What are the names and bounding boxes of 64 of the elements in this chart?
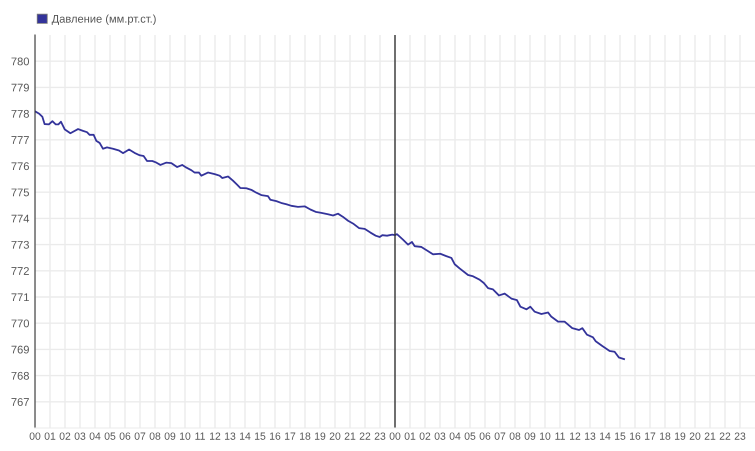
x-tick-label: 06 xyxy=(120,432,130,440)
x-tick-label: 21 xyxy=(344,432,356,440)
x-tick-label: 07 xyxy=(134,432,146,440)
x-tick-label: 18 xyxy=(300,432,310,440)
x-tick-label: 09 xyxy=(164,432,176,440)
x-tick-label: 22 xyxy=(720,432,730,440)
x-tick-label: 01 xyxy=(404,432,416,440)
x-tick-label: 20 xyxy=(330,432,340,440)
x-tick-label: 00 xyxy=(30,432,40,440)
y-tick-label: 770 xyxy=(11,319,30,328)
x-tick-label: 20 xyxy=(690,432,700,440)
legend-label: Давление (мм.рт.ст.) xyxy=(52,14,156,25)
y-tick-label: 769 xyxy=(11,346,29,354)
x-tick-label: 14 xyxy=(600,432,610,440)
x-tick-label: 12 xyxy=(570,432,580,440)
x-tick-label: 12 xyxy=(210,432,220,440)
y-tick-label: 772 xyxy=(11,267,29,275)
x-tick-label: 03 xyxy=(74,432,86,440)
x-tick-label: 08 xyxy=(150,432,160,440)
y-tick-label: 774 xyxy=(11,214,30,222)
x-tick-label: 11 xyxy=(195,432,205,440)
y-tick-label: 775 xyxy=(11,188,29,196)
x-tick-label: 02 xyxy=(420,432,430,440)
line-series xyxy=(35,110,625,360)
y-tick-label: 779 xyxy=(11,84,29,92)
y-tick-label: 778 xyxy=(11,110,29,118)
x-tick-label: 14 xyxy=(240,432,250,440)
x-tick-label: 13 xyxy=(585,432,596,440)
x-tick-label: 15 xyxy=(255,432,266,440)
y-tick-label: 777 xyxy=(11,136,29,144)
x-tick-label: 16 xyxy=(630,432,640,440)
x-tick-label: 00 xyxy=(390,432,400,440)
x-tick-label: 21 xyxy=(704,432,716,440)
x-tick-label: 02 xyxy=(60,432,70,440)
x-tick-label: 01 xyxy=(44,432,56,440)
x-tick-label: 10 xyxy=(540,432,550,440)
y-tick-label: 768 xyxy=(11,372,29,380)
x-tick-label: 08 xyxy=(510,432,520,440)
x-tick-label: 04 xyxy=(90,432,100,440)
x-tick-label: 19 xyxy=(675,432,686,440)
y-tick-label: 773 xyxy=(11,240,29,249)
x-tick-label: 11 xyxy=(555,432,565,440)
x-tick-label: 04 xyxy=(450,432,460,440)
x-tick-label: 06 xyxy=(480,432,490,440)
x-tick-label: 09 xyxy=(524,432,536,440)
x-tick-label: 03 xyxy=(434,432,446,440)
y-tick-label: 780 xyxy=(11,57,30,66)
x-tick-label: 19 xyxy=(315,432,326,440)
x-tick-label: 17 xyxy=(645,432,656,440)
y-tick-label: 776 xyxy=(11,162,29,170)
y-tick-label: 767 xyxy=(11,398,29,406)
x-tick-label: 07 xyxy=(494,432,506,440)
x-tick-label: 23 xyxy=(374,432,386,440)
x-tick-label: 13 xyxy=(225,432,236,440)
x-tick-label: 16 xyxy=(270,432,280,440)
x-tick-label: 10 xyxy=(180,432,190,440)
x-tick-label: 15 xyxy=(615,432,626,440)
x-tick-label: 23 xyxy=(734,432,746,440)
x-tick-label: 18 xyxy=(660,432,670,440)
x-tick-label: 22 xyxy=(360,432,370,440)
x-tick-label: 05 xyxy=(104,432,116,440)
x-tick-label: 17 xyxy=(285,432,296,440)
y-tick-label: 771 xyxy=(11,293,29,302)
x-tick-label: 05 xyxy=(464,432,476,440)
